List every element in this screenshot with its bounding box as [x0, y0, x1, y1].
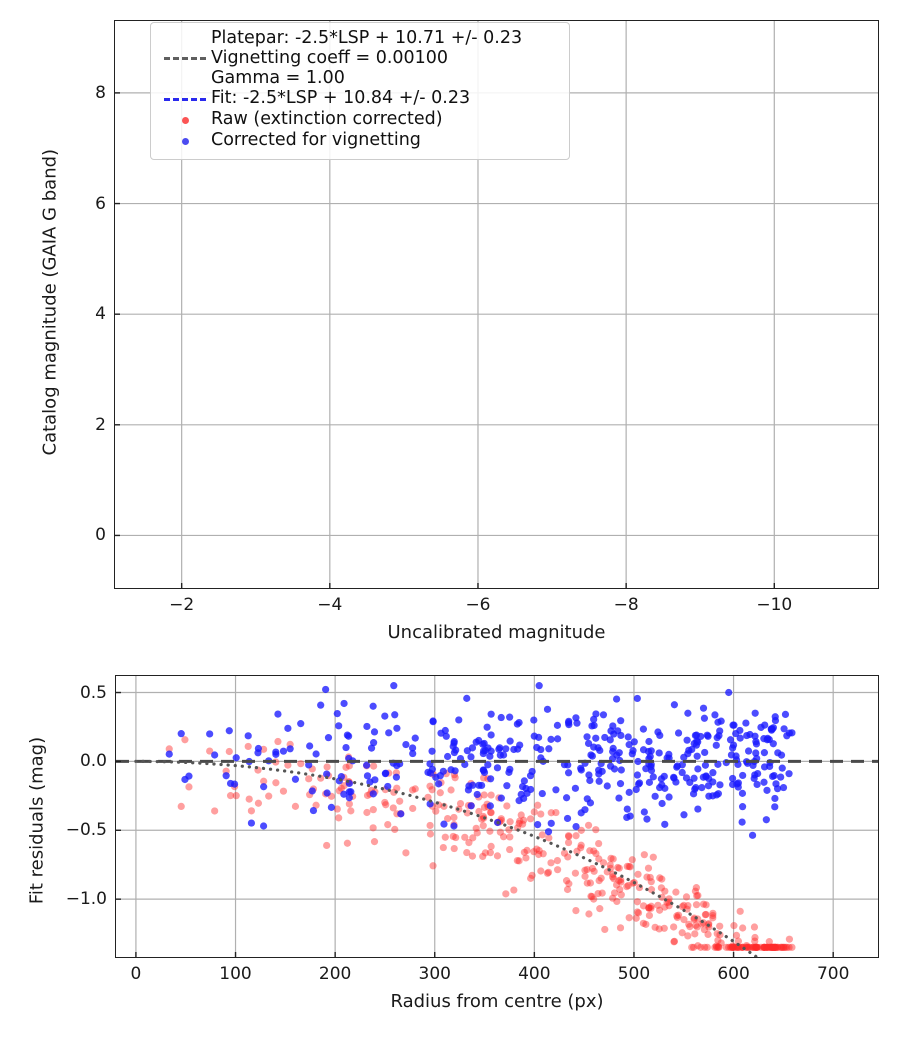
- plot-legend: Platepar: -2.5*LSP + 10.71 +/- 0.23 Vigne…: [150, 22, 570, 160]
- legend-label: Raw (extinction corrected): [211, 109, 443, 130]
- fit-line-swatch-icon: [164, 97, 206, 101]
- calibration-x-axis-title: Uncalibrated magnitude: [387, 622, 606, 643]
- legend-entry: Platepar: -2.5*LSP + 10.71 +/- 0.23 Vigne…: [159, 28, 561, 89]
- legend-label: Gamma = 1.00: [211, 67, 345, 88]
- legend-key-raw: [159, 116, 211, 124]
- calibration-x-tick: −8: [613, 595, 639, 615]
- legend-key-corrected: [159, 137, 211, 145]
- legend-label: Corrected for vignetting: [211, 130, 421, 151]
- legend-label: Fit: -2.5*LSP + 10.84 +/- 0.23: [211, 88, 471, 109]
- residuals-x-axis-title: Radius from centre (px): [390, 991, 604, 1012]
- residuals-x-tick: 0: [130, 964, 142, 984]
- legend-entry: Raw (extinction corrected): [159, 109, 561, 131]
- calibration-y-axis-title: Catalog magnitude (GAIA G band): [39, 148, 61, 456]
- legend-label: Vignetting coeff = 0.00100: [211, 47, 449, 68]
- calibration-y-tick: 6: [95, 193, 106, 214]
- legend-entry-text: Corrected for vignetting: [211, 130, 421, 151]
- calibration-x-tick: −2: [169, 595, 195, 615]
- residuals-y-tick: −1.0: [65, 889, 107, 910]
- legend-entry: Corrected for vignetting: [159, 130, 561, 152]
- residuals-x-tick: 400: [518, 964, 551, 984]
- calibration-y-tick: 4: [95, 304, 106, 325]
- legend-entry-text: Raw (extinction corrected): [211, 109, 443, 130]
- residuals-x-tick: 700: [816, 964, 850, 984]
- calibration-y-tick: 8: [95, 82, 106, 103]
- residuals-x-tick: 100: [219, 964, 252, 984]
- fit-residuals-plot: [115, 675, 879, 958]
- calibration-x-tick: −4: [317, 595, 343, 615]
- platepar-line-swatch-icon: [164, 57, 206, 61]
- raw-marker-swatch-icon: [181, 116, 189, 124]
- residuals-y-tick: −0.5: [65, 820, 107, 841]
- calibration-x-tick: −10: [756, 595, 793, 615]
- corrected-marker-swatch-icon: [181, 137, 189, 145]
- legend-entry: Fit: -2.5*LSP + 10.84 +/- 0.23: [159, 88, 561, 110]
- residuals-y-tick: 0.5: [79, 682, 107, 703]
- legend-entry-text: Platepar: -2.5*LSP + 10.71 +/- 0.23 Vigne…: [211, 28, 523, 89]
- residuals-x-tick: 200: [318, 964, 352, 984]
- residuals-y-axis-title: Fit residuals (mag): [26, 736, 48, 905]
- legend-label: Platepar: -2.5*LSP + 10.71 +/- 0.23: [211, 28, 523, 48]
- calibration-y-tick: 2: [95, 414, 106, 435]
- legend-key-platepar: [159, 57, 211, 61]
- residuals-x-tick: 500: [617, 964, 651, 984]
- residuals-x-tick: 600: [717, 964, 750, 984]
- residuals-y-tick: 0.0: [79, 751, 107, 772]
- residuals-plot-canvas: [116, 676, 878, 957]
- calibration-x-tick: −6: [465, 595, 491, 615]
- residuals-x-tick: 300: [418, 964, 451, 984]
- legend-key-fit: [159, 97, 211, 101]
- calibration-y-tick: 0: [95, 525, 106, 546]
- legend-entry-text: Fit: -2.5*LSP + 10.84 +/- 0.23: [211, 88, 471, 109]
